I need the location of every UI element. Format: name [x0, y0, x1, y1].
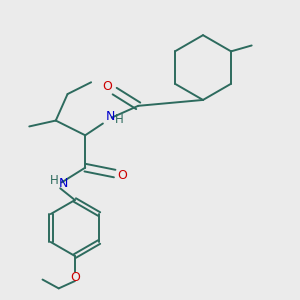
Text: O: O — [102, 80, 112, 93]
Text: N: N — [58, 177, 68, 190]
Text: O: O — [70, 271, 80, 284]
Text: N: N — [106, 110, 115, 123]
Text: H: H — [50, 174, 59, 188]
Text: H: H — [115, 112, 124, 126]
Text: O: O — [117, 169, 127, 182]
